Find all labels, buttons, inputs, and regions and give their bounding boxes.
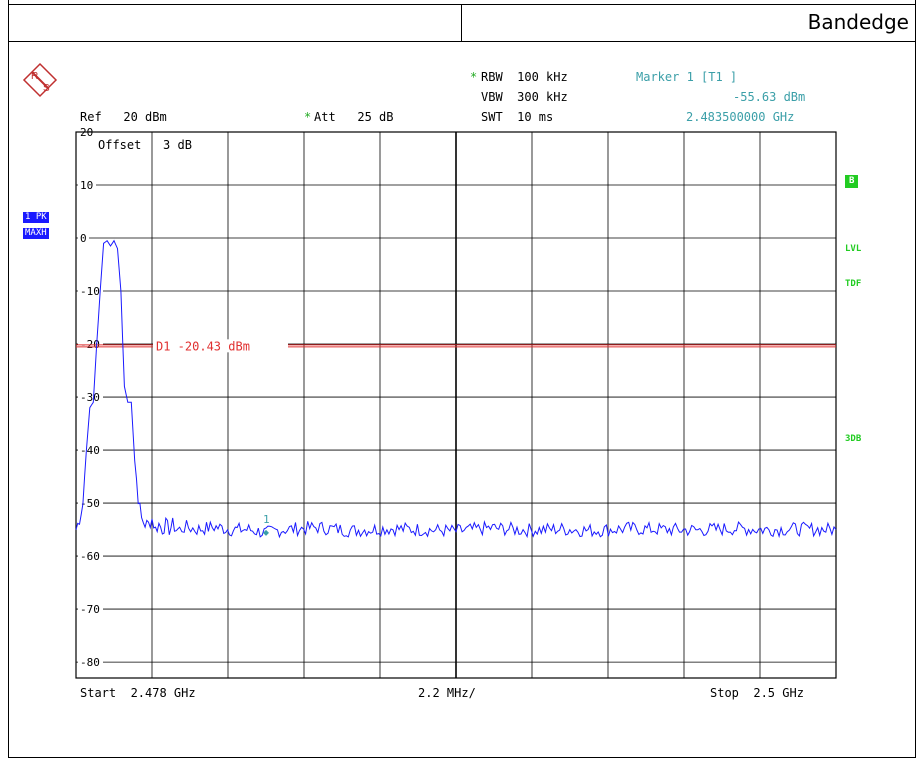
y-tick-label: -40 bbox=[80, 444, 100, 457]
stop-frequency: Stop 2.5 GHz bbox=[710, 686, 804, 700]
y-tick-label: -30 bbox=[80, 391, 100, 404]
marker-level: -55.63 dBm bbox=[733, 90, 806, 104]
plot-grid bbox=[75, 131, 837, 679]
report-frame bbox=[8, 0, 916, 758]
span-per-division: 2.2 MHz/ bbox=[418, 686, 476, 700]
marker-frequency: 2.483500000 GHz bbox=[686, 110, 795, 124]
y-tick-label-bg bbox=[78, 391, 103, 404]
display-line: D1 -20.43 dBm bbox=[76, 339, 836, 353]
display-line-label: D1 -20.43 dBm bbox=[156, 339, 250, 353]
side-label-tdf: TDF bbox=[845, 279, 862, 289]
side-label-lvl: LVL bbox=[845, 244, 862, 254]
marker-symbol: 1 bbox=[263, 513, 270, 536]
y-tick-label: -80 bbox=[80, 656, 100, 669]
ref-level: Ref 20 dBm bbox=[80, 110, 167, 124]
side-label-b: B bbox=[845, 175, 859, 188]
ref-offset: Offset 3 dB bbox=[98, 138, 192, 152]
header-row bbox=[8, 4, 916, 42]
rs-logo-s: S bbox=[43, 83, 50, 94]
start-frequency: Start 2.478 GHz bbox=[80, 686, 196, 700]
y-tick-label: -50 bbox=[80, 497, 100, 510]
rs-logo: R S bbox=[22, 62, 58, 98]
y-tick-label-bg bbox=[78, 603, 103, 616]
att-star: * bbox=[304, 110, 312, 124]
header-divider bbox=[461, 4, 462, 42]
marker-title: Marker 1 [T1 ] bbox=[636, 70, 738, 84]
y-tick-label: 10 bbox=[80, 179, 93, 192]
y-tick-label-bg bbox=[78, 179, 96, 192]
y-tick-label: -60 bbox=[80, 550, 100, 563]
y-tick-label-bg bbox=[78, 285, 103, 298]
rbw-star: * bbox=[470, 70, 478, 84]
marker-label: 1 bbox=[263, 513, 270, 526]
y-tick-label: -10 bbox=[80, 285, 100, 298]
marker-diamond bbox=[263, 529, 269, 536]
y-tick-label-bg bbox=[78, 497, 103, 510]
y-tick-label-bg bbox=[78, 444, 103, 457]
y-tick-label: 0 bbox=[80, 232, 87, 245]
sweep-time: SWT 10 ms bbox=[481, 110, 554, 124]
trace-detector-badge: 1 PK bbox=[23, 212, 49, 223]
y-tick-label: 20 bbox=[80, 126, 93, 139]
y-tick-label-bg bbox=[78, 232, 89, 245]
report-title: Bandedge bbox=[807, 10, 909, 34]
rbw: RBW 100 kHz bbox=[481, 70, 568, 84]
rs-logo-r: R bbox=[31, 71, 38, 82]
attenuation: Att 25 dB bbox=[314, 110, 394, 124]
trace-mode-badge: MAXH bbox=[23, 228, 49, 239]
side-label-3db: 3DB bbox=[845, 434, 862, 444]
y-tick-label-bg bbox=[78, 550, 103, 563]
y-tick-label-bg bbox=[78, 656, 103, 669]
vbw: VBW 300 kHz bbox=[481, 90, 568, 104]
trace-line bbox=[75, 239, 837, 539]
y-tick-label: -70 bbox=[80, 603, 100, 616]
display-line-label-bg bbox=[153, 339, 288, 353]
